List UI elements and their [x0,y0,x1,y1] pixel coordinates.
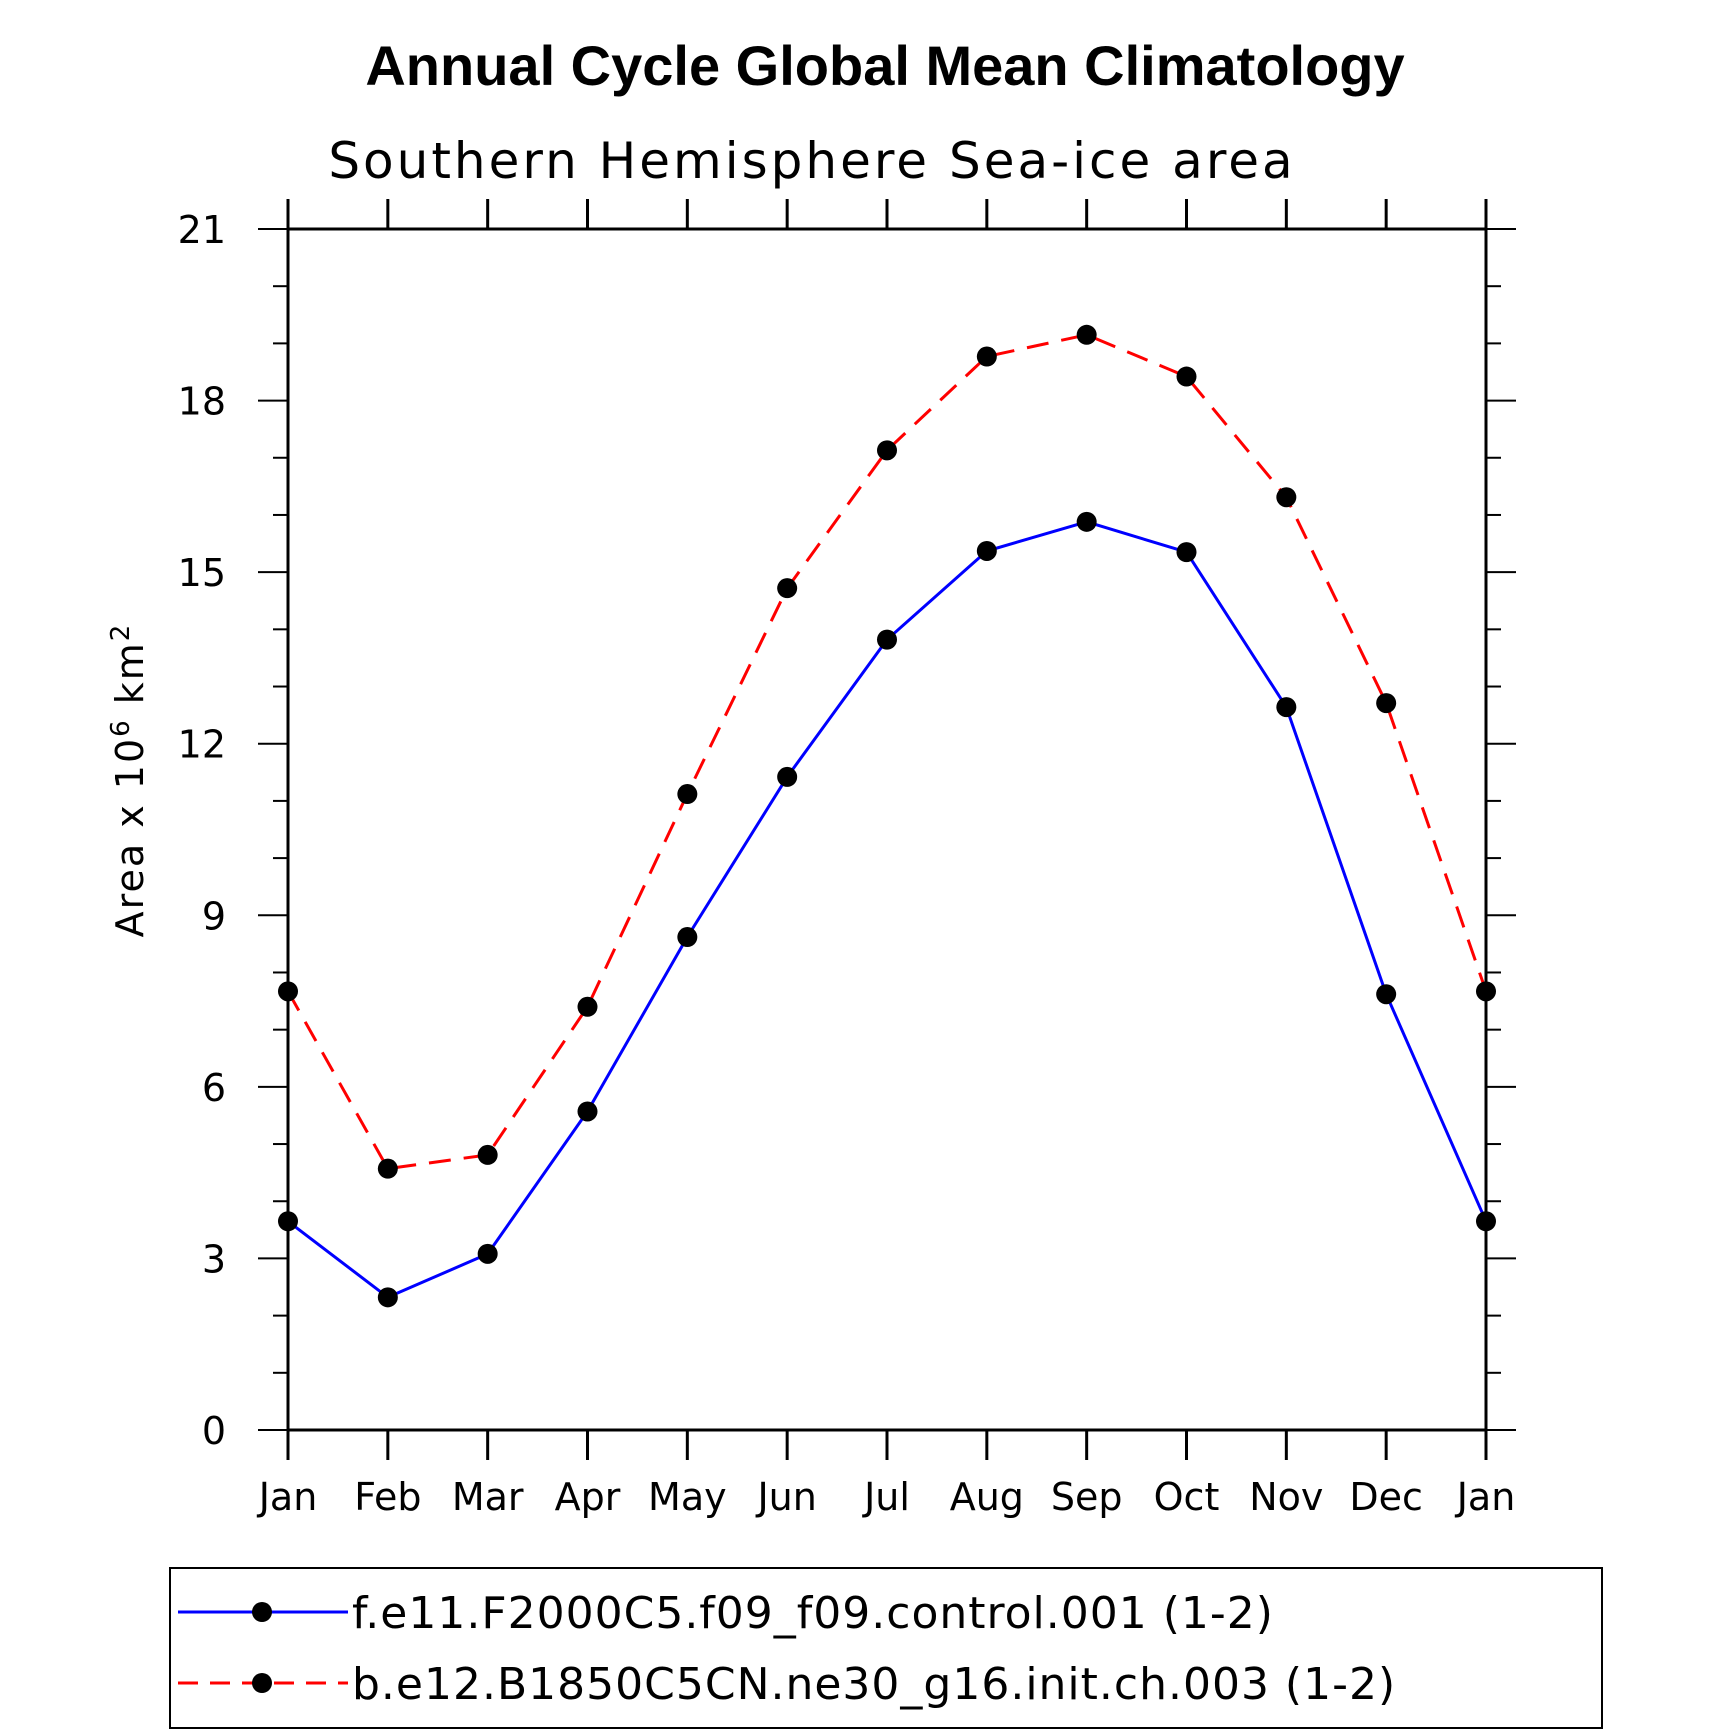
y-axis-label-mid: km [108,641,152,718]
series-2-point [1376,693,1397,714]
y-axis-label-exp1: 6 [106,718,136,737]
series-2-point [976,346,997,367]
legend-marker-series-2 [252,1673,272,1693]
legend-marker-series-1 [252,1602,272,1622]
series-1-point [577,1101,598,1122]
series-1-point [1176,542,1197,563]
y-tick-label: 21 [178,208,226,252]
legend: f.e11.F2000C5.f09_f09.control.001 (1-2) … [169,1567,1603,1729]
x-tick-label: Jul [862,1475,910,1519]
legend-box [169,1567,1603,1729]
chart-subtitle: Southern Hemisphere Sea-ice area [328,132,1295,190]
legend-label-series-1: f.e11.F2000C5.f09_f09.control.001 (1-2) [352,1588,1274,1639]
y-tick-label: 9 [202,894,226,938]
y-tick-label: 6 [202,1066,226,1110]
series-1-point [677,927,698,948]
y-axis-label-base: Area x 10 [108,737,152,937]
series-2-point [377,1158,398,1179]
series-1-point [777,766,798,787]
x-tick-label: Aug [950,1475,1024,1519]
legend-label-series-2: b.e12.B1850C5CN.ne30_g16.init.ch.003 (1-… [352,1659,1396,1710]
x-tick-label: Feb [354,1475,421,1519]
x-tick-label: Oct [1154,1475,1220,1519]
series-1-point [1376,984,1397,1005]
series-2-point [1476,981,1496,1002]
series-2-point [577,996,598,1017]
series-1-point [1476,1211,1496,1232]
plot-frame [286,227,1488,1432]
x-tick-label: Jan [1455,1475,1516,1519]
series-1-point [976,540,997,561]
series-1-point [377,1287,398,1308]
y-tick-label: 0 [202,1409,226,1453]
series-1-point [877,629,897,650]
plot-area: Jan Feb Mar Apr May Jun Jul Aug Sep Oct Nov Dec Jan 0… [178,199,1516,1519]
y-tick-label: 3 [202,1237,226,1281]
series-1-point [1276,697,1297,718]
series-1-point [1076,511,1097,532]
x-tick-label: May [648,1475,727,1519]
y-tick-label: 12 [178,723,226,767]
y-tick-label: 15 [178,551,226,595]
series-2-point [1076,324,1097,345]
y-tick-label: 18 [178,380,226,424]
chart-title: Annual Cycle Global Mean Climatology [365,34,1404,97]
x-tick-label: Jan [257,1475,318,1519]
x-tick-label: Dec [1349,1475,1423,1519]
series-1-point [477,1243,498,1264]
y-axis-label: Area x 106 km2 [106,623,152,938]
y-axis-label-exp2: 2 [106,623,136,642]
x-tick-label: Nov [1249,1475,1323,1519]
series-2-point [278,981,298,1002]
x-tick-label: Mar [452,1475,524,1519]
series-2-point [677,784,698,805]
series-2-point [777,578,798,599]
series-2-point [477,1144,498,1165]
series-2-point [877,440,897,461]
series-2-point [1276,487,1297,508]
x-tick-label: Jun [755,1475,816,1519]
series-1-point [278,1211,298,1232]
x-tick-label: Sep [1051,1475,1123,1519]
series-2-point [1176,366,1197,387]
x-tick-label: Apr [555,1475,621,1519]
